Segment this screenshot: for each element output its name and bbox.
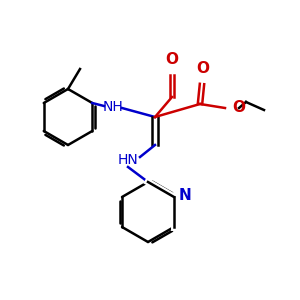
Text: NH: NH: [103, 100, 123, 114]
Text: O: O: [166, 52, 178, 67]
Text: O: O: [196, 61, 209, 76]
Text: HN: HN: [118, 153, 138, 167]
Text: O: O: [232, 100, 245, 116]
Text: N: N: [179, 188, 192, 202]
